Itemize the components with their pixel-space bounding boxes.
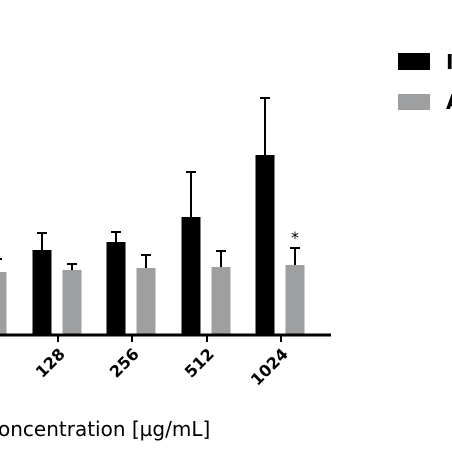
x-tick-label-1: 128 bbox=[32, 344, 69, 381]
x-axis-label: oncentration [µg/mL] bbox=[0, 417, 210, 441]
legend-label-0: I bbox=[446, 50, 452, 74]
annotations-layer: * bbox=[291, 228, 299, 247]
legend: IA bbox=[398, 50, 452, 114]
bar-s1-2 bbox=[136, 268, 156, 335]
bar-s1-1 bbox=[62, 270, 82, 335]
x-ticks bbox=[57, 335, 282, 342]
significance-marker-s1-4: * bbox=[291, 228, 299, 247]
bar-s0-3 bbox=[181, 217, 201, 335]
legend-label-1: A bbox=[446, 90, 452, 114]
x-tick-label-4: 1024 bbox=[247, 344, 292, 389]
bar-s1-3 bbox=[211, 267, 231, 335]
bar-s0-2 bbox=[106, 242, 126, 335]
x-tick-label-3: 512 bbox=[181, 344, 218, 381]
bar-s1-0 bbox=[0, 272, 7, 335]
bar-s0-1 bbox=[32, 250, 52, 335]
legend-swatch-0 bbox=[398, 53, 430, 70]
x-tick-label-2: 256 bbox=[106, 344, 143, 381]
bars-layer bbox=[0, 97, 305, 335]
bar-s0-4 bbox=[255, 155, 275, 335]
bar-s1-4 bbox=[285, 265, 305, 335]
legend-swatch-1 bbox=[398, 94, 430, 110]
